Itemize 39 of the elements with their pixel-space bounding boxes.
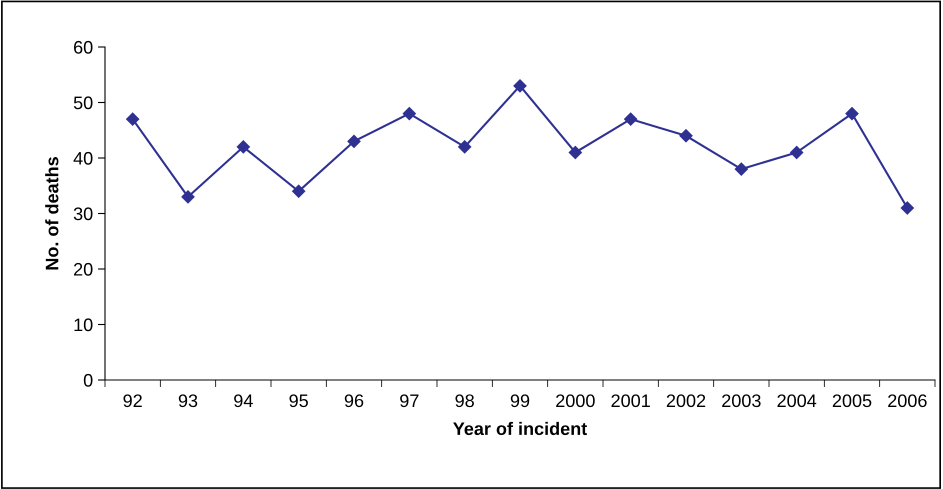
- point: [734, 162, 748, 176]
- point: [402, 107, 416, 120]
- point: [236, 140, 250, 154]
- point: [292, 184, 306, 198]
- x-tick-label: 96: [344, 394, 364, 408]
- x-tick-label: 92: [123, 394, 142, 408]
- x-tick-label: 2002: [666, 394, 706, 408]
- point: [458, 140, 472, 154]
- x-tick-label: 2004: [777, 394, 816, 408]
- x-axis-title: Year of incident: [453, 422, 588, 436]
- y-tick-label: 50: [74, 96, 92, 110]
- point: [513, 79, 527, 92]
- y-tick-label: 30: [74, 207, 92, 220]
- y-tick-label: 40: [74, 152, 92, 165]
- y-tick-label: 0: [84, 374, 92, 387]
- x-tick-label: 2006: [888, 394, 927, 408]
- x-tick-label: 95: [289, 394, 308, 408]
- y-tick-label: 60: [74, 40, 92, 54]
- point: [181, 190, 195, 204]
- y-axis-title: No. of deaths: [45, 157, 58, 270]
- x-tick-label: 93: [178, 394, 198, 408]
- point: [624, 112, 638, 126]
- x-tick-label: 2005: [832, 394, 872, 408]
- point: [347, 134, 361, 148]
- point: [126, 112, 140, 126]
- y-tick-label: 10: [74, 318, 92, 332]
- point: [790, 146, 804, 160]
- x-tick-label: 2000: [556, 394, 595, 408]
- x-tick-label: 94: [234, 394, 253, 408]
- point: [900, 201, 914, 215]
- x-tick-label: 2003: [722, 394, 761, 408]
- point: [679, 129, 693, 142]
- point: [568, 146, 582, 160]
- x-tick-label: 2001: [611, 394, 650, 408]
- x-tick-label: 97: [400, 394, 418, 408]
- point: [845, 107, 859, 120]
- y-tick-label: 20: [74, 262, 92, 276]
- x-tick-label: 99: [510, 394, 530, 408]
- x-tick-label: 98: [455, 394, 474, 408]
